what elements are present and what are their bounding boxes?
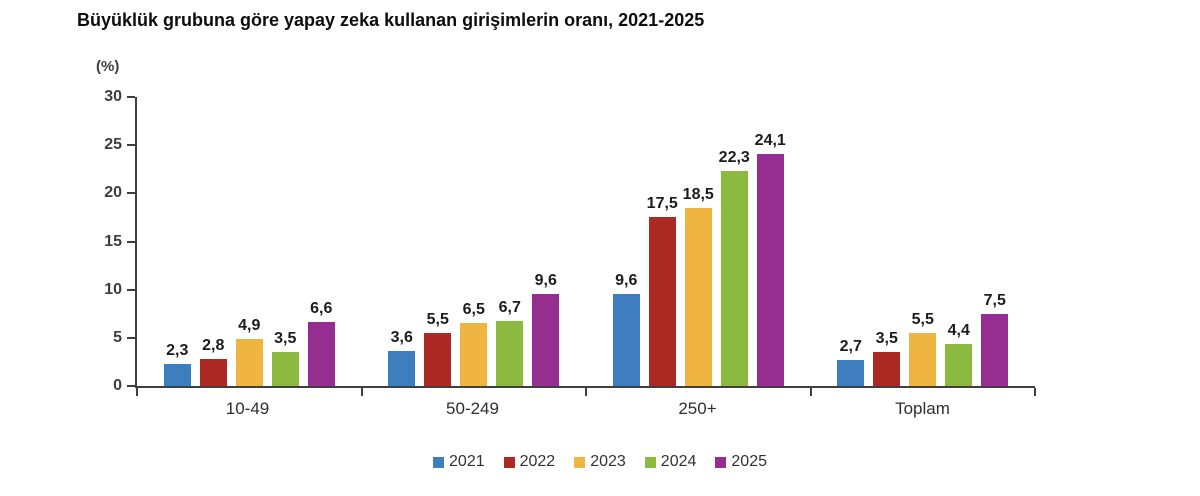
bar-value-label: 6,7 — [498, 299, 521, 317]
bar-value-label: 2,3 — [166, 341, 189, 359]
legend-swatch-icon — [503, 456, 515, 468]
bar-2023-250+: 18,5 — [683, 186, 714, 386]
x-axis-tick — [136, 388, 138, 396]
legend-label-2024: 2024 — [660, 453, 697, 470]
bar-2025-Toplam: 7,5 — [981, 292, 1009, 386]
bar-group-Toplam: 2,7 3,5 5,5 4,4 7,5 — [811, 97, 1036, 386]
bar-2021-10-49: 2,3 — [163, 342, 191, 386]
bar-2021-Toplam: 2,7 — [837, 339, 865, 386]
bar-value-label: 24,1 — [754, 131, 786, 149]
y-axis-tick-label: 10 — [104, 280, 122, 298]
x-category-label-250+: 250+ — [678, 399, 717, 418]
y-axis-tick-label: 0 — [113, 377, 122, 394]
legend-item-2022: 2022 — [503, 453, 556, 471]
bar-2023-Toplam: 5,5 — [909, 312, 937, 386]
bar-value-label: 2,8 — [202, 337, 225, 355]
bar-value-label: 17,5 — [646, 195, 678, 213]
bar-value-label: 2,7 — [839, 338, 862, 355]
bar-value-label: 4,9 — [238, 316, 261, 334]
bar-value-label: 6,5 — [462, 301, 485, 319]
y-axis-tick — [127, 336, 135, 339]
y-axis-tick-label: 20 — [104, 184, 122, 202]
bar-group-50-249: 3,6 5,5 6,5 6,7 9,6 — [362, 97, 587, 386]
bar-value-label: 5,5 — [911, 311, 934, 329]
bar-2023-50-249: 6,5 — [460, 302, 488, 386]
legend-item-2023: 2023 — [574, 453, 626, 471]
bar-groups: 2,3 2,8 4,9 3,5 6,6 3,6 5,5 6,5 6,7 9,6 9,6 17,5 18,… — [137, 97, 1035, 386]
bar-2024-50-249: 6,7 — [496, 300, 524, 386]
y-axis-tick — [127, 192, 135, 195]
y-axis-tick — [127, 144, 135, 147]
bar-2022-10-49: 2,8 — [199, 338, 227, 386]
y-axis-tick — [127, 240, 135, 243]
legend: 2021 2022 2023 2024 2025 — [0, 453, 1200, 471]
legend-swatch-icon — [644, 456, 656, 468]
x-axis-labels: 10-49 50-249 250+ Toplam — [135, 399, 1035, 419]
bar-2025-250+: 24,1 — [755, 132, 786, 386]
bar-group-10-49: 2,3 2,8 4,9 3,5 6,6 — [137, 97, 362, 386]
bar-2021-50-249: 3,6 — [388, 330, 416, 386]
legend-item-2025: 2025 — [715, 453, 767, 471]
y-axis-tick — [127, 385, 135, 387]
legend-item-2024: 2024 — [644, 453, 697, 471]
y-axis-tick-label: 25 — [104, 136, 122, 154]
legend-label-2023: 2023 — [590, 453, 626, 470]
bar-value-label: 22,3 — [718, 149, 750, 167]
legend-swatch-icon — [715, 456, 727, 468]
x-axis-tick — [360, 388, 363, 396]
bar-value-label: 6,6 — [310, 300, 333, 318]
y-axis-tick-label: 30 — [104, 88, 122, 105]
bar-value-label: 3,6 — [390, 329, 413, 347]
plot-area: 2,3 2,8 4,9 3,5 6,6 3,6 5,5 6,5 6,7 9,6 9,6 17,5 18,… — [104, 89, 1036, 396]
y-axis-tick-label: 5 — [113, 328, 122, 346]
bar-value-label: 3,5 — [274, 330, 297, 348]
bar-2024-250+: 22,3 — [719, 150, 750, 386]
legend-swatch-icon — [574, 456, 586, 468]
bar-2024-10-49: 3,5 — [271, 331, 299, 386]
chart-title: Büyüklük grubuna göre yapay zeka kullana… — [77, 10, 705, 30]
y-axis-tick — [127, 96, 135, 98]
bar-value-label: 5,5 — [426, 311, 449, 329]
bar-2021-250+: 9,6 — [612, 272, 640, 386]
bar-value-label: 4,4 — [947, 321, 970, 339]
bar-2025-50-249: 9,6 — [532, 272, 560, 386]
legend-label-2025: 2025 — [731, 453, 767, 470]
bar-value-label: 7,5 — [983, 291, 1006, 309]
bar-2022-250+: 17,5 — [647, 196, 678, 386]
x-category-label-50-249: 50-249 — [446, 399, 499, 418]
legend-swatch-icon — [433, 456, 445, 468]
legend-label-2021: 2021 — [449, 453, 485, 470]
x-category-label-10-49: 10-49 — [225, 399, 270, 418]
bar-2024-Toplam: 4,4 — [945, 322, 973, 386]
y-axis-tick-label: 15 — [104, 232, 122, 250]
bar-group-250+: 9,6 17,5 18,5 22,3 24,1 — [586, 97, 811, 386]
bar-value-label: 3,5 — [875, 330, 898, 348]
x-axis-tick — [1034, 388, 1036, 396]
bar-value-label: 9,6 — [615, 271, 638, 289]
bar-2023-10-49: 4,9 — [235, 317, 263, 386]
legend-label-2022: 2022 — [519, 453, 556, 470]
bar-value-label: 9,6 — [534, 271, 557, 289]
y-axis-unit-label: (%) — [96, 58, 120, 75]
y-axis-tick — [127, 288, 135, 291]
bar-value-label: 18,5 — [682, 185, 714, 203]
x-category-label-Toplam: Toplam — [895, 399, 950, 418]
bar-2022-Toplam: 3,5 — [873, 331, 901, 386]
x-axis-tick — [585, 388, 587, 396]
bar-2022-50-249: 5,5 — [424, 312, 452, 386]
legend-item-2021: 2021 — [433, 453, 485, 471]
bar-2025-10-49: 6,6 — [307, 301, 335, 386]
x-axis-tick — [809, 388, 812, 396]
